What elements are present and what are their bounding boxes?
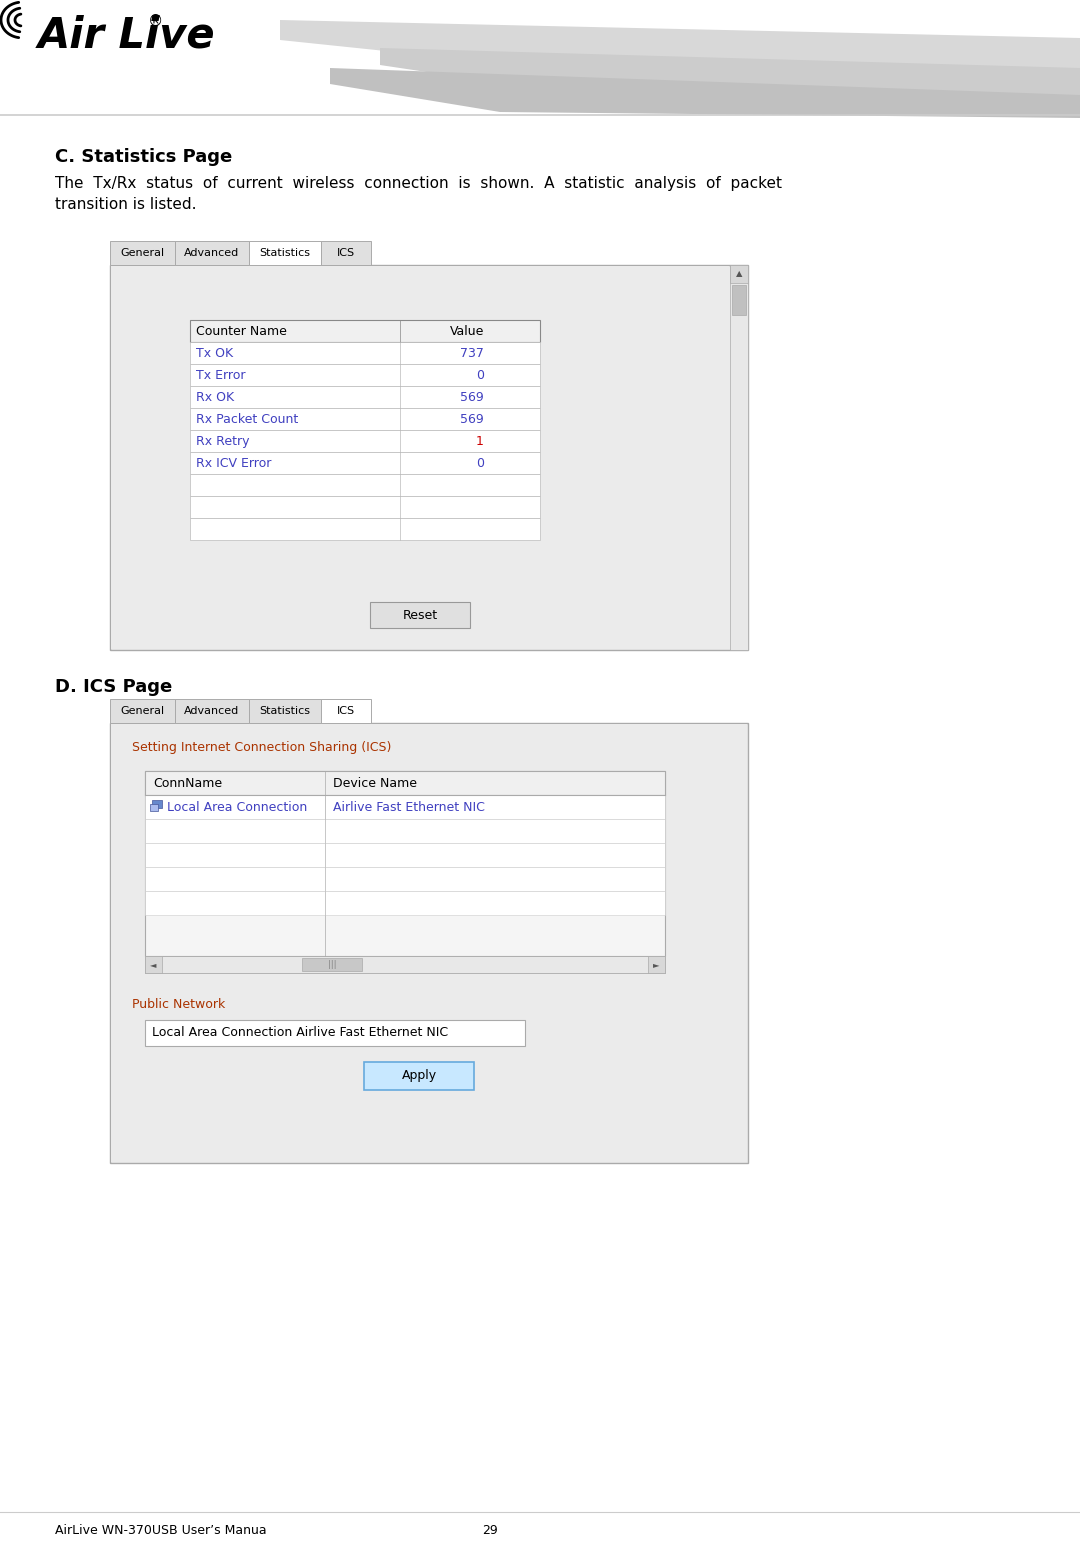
Bar bbox=[175, 241, 249, 265]
Bar bbox=[145, 772, 665, 955]
Text: Rx OK: Rx OK bbox=[195, 391, 234, 403]
Bar bbox=[110, 724, 748, 1162]
Bar bbox=[730, 265, 748, 650]
Text: Local Area Connection: Local Area Connection bbox=[167, 800, 307, 814]
Text: Counter Name: Counter Name bbox=[195, 325, 287, 338]
Text: Local Area Connection Airlive Fast Ethernet NIC: Local Area Connection Airlive Fast Ether… bbox=[152, 1027, 448, 1039]
Text: ConnName: ConnName bbox=[153, 776, 222, 789]
Text: Setting Internet Connection Sharing (ICS): Setting Internet Connection Sharing (ICS… bbox=[132, 741, 391, 755]
Text: |||: ||| bbox=[327, 960, 336, 969]
Text: Advanced: Advanced bbox=[185, 247, 240, 258]
Bar bbox=[190, 321, 540, 342]
Text: 0: 0 bbox=[476, 369, 484, 381]
Bar bbox=[111, 724, 747, 1162]
Text: The  Tx/Rx  status  of  current  wireless  connection  is  shown.  A  statistic : The Tx/Rx status of current wireless con… bbox=[55, 176, 782, 212]
Bar bbox=[190, 342, 540, 364]
Text: C. Statistics Page: C. Statistics Page bbox=[55, 148, 232, 166]
Text: 1: 1 bbox=[476, 434, 484, 448]
Bar bbox=[370, 602, 470, 629]
Bar bbox=[145, 1021, 525, 1046]
Bar bbox=[190, 364, 540, 386]
Text: ▲: ▲ bbox=[735, 269, 742, 279]
Text: 737: 737 bbox=[460, 347, 484, 359]
Bar bbox=[190, 451, 540, 475]
Text: ICS: ICS bbox=[337, 247, 355, 258]
Bar bbox=[110, 241, 175, 265]
Text: Airlive Fast Ethernet NIC: Airlive Fast Ethernet NIC bbox=[333, 800, 485, 814]
Text: Reset: Reset bbox=[403, 608, 437, 621]
Bar bbox=[145, 955, 665, 972]
Bar bbox=[732, 285, 746, 314]
Text: Rx Packet Count: Rx Packet Count bbox=[195, 412, 298, 425]
Bar bbox=[145, 843, 665, 867]
Bar bbox=[302, 958, 362, 971]
Bar bbox=[111, 266, 729, 649]
Bar bbox=[145, 892, 665, 915]
Bar bbox=[249, 699, 321, 724]
Text: General: General bbox=[121, 247, 164, 258]
Text: ◄: ◄ bbox=[150, 960, 157, 969]
Bar bbox=[150, 804, 158, 811]
Polygon shape bbox=[330, 68, 1080, 118]
Text: ►: ► bbox=[653, 960, 660, 969]
Bar bbox=[190, 518, 540, 540]
Bar bbox=[190, 408, 540, 429]
Text: Air Live: Air Live bbox=[38, 14, 216, 56]
Text: Advanced: Advanced bbox=[185, 706, 240, 716]
Text: ®: ® bbox=[148, 14, 163, 30]
Bar bbox=[145, 772, 665, 795]
Text: 569: 569 bbox=[460, 412, 484, 425]
Bar bbox=[648, 955, 665, 972]
Text: Tx OK: Tx OK bbox=[195, 347, 233, 359]
Text: Tx Error: Tx Error bbox=[195, 369, 245, 381]
Bar bbox=[321, 699, 372, 724]
Bar bbox=[190, 475, 540, 496]
Text: 29: 29 bbox=[482, 1523, 498, 1536]
Text: Statistics: Statistics bbox=[259, 247, 311, 258]
Text: AirLive WN-370USB User’s Manua: AirLive WN-370USB User’s Manua bbox=[55, 1523, 267, 1536]
Text: Statistics: Statistics bbox=[259, 706, 311, 716]
Bar bbox=[190, 496, 540, 518]
Bar bbox=[145, 795, 665, 818]
Polygon shape bbox=[280, 20, 1080, 72]
Bar bbox=[190, 429, 540, 451]
Bar bbox=[730, 265, 748, 283]
Text: Rx Retry: Rx Retry bbox=[195, 434, 249, 448]
Bar bbox=[152, 800, 162, 808]
Polygon shape bbox=[380, 48, 1080, 98]
Bar bbox=[364, 1063, 474, 1091]
Bar bbox=[110, 265, 748, 650]
Bar bbox=[145, 955, 162, 972]
Bar bbox=[145, 818, 665, 843]
Text: D. ICS Page: D. ICS Page bbox=[55, 678, 172, 696]
Text: Rx ICV Error: Rx ICV Error bbox=[195, 456, 271, 470]
Bar bbox=[175, 699, 249, 724]
Text: ICS: ICS bbox=[337, 706, 355, 716]
Bar bbox=[249, 241, 321, 265]
Bar bbox=[110, 699, 175, 724]
Text: General: General bbox=[121, 706, 164, 716]
Text: 0: 0 bbox=[476, 456, 484, 470]
Text: Value: Value bbox=[449, 325, 484, 338]
Bar bbox=[145, 867, 665, 892]
Text: Apply: Apply bbox=[402, 1069, 436, 1083]
Bar bbox=[321, 241, 372, 265]
Text: 569: 569 bbox=[460, 391, 484, 403]
Bar bbox=[0, 0, 1080, 115]
Text: Public Network: Public Network bbox=[132, 997, 226, 1011]
Bar bbox=[190, 386, 540, 408]
Text: Device Name: Device Name bbox=[333, 776, 417, 789]
